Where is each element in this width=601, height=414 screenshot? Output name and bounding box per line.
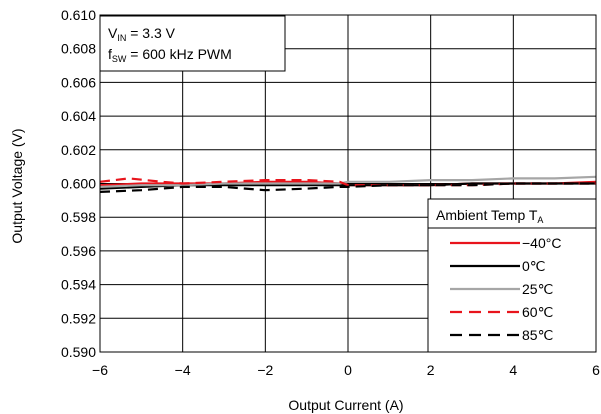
legend-items: −40°C 0℃ 25℃ 60℃ 85℃ xyxy=(450,235,561,343)
legend: Ambient Temp TA −40°C 0℃ 25℃ 60℃ 85℃ xyxy=(427,198,597,353)
series-layer xyxy=(99,175,597,193)
series-line xyxy=(99,177,596,187)
legend-label: 60℃ xyxy=(522,304,553,320)
x-tick-labels: −6 −4 −2 0 2 4 6 xyxy=(92,362,600,378)
vin-annotation: VIN = 3.3 V xyxy=(108,25,176,43)
y-tick-label: 0.606 xyxy=(61,74,96,90)
series-line xyxy=(99,182,596,193)
legend-label: 85℃ xyxy=(522,327,553,343)
x-tick-label: 0 xyxy=(344,362,352,378)
y-tick-label: 0.604 xyxy=(61,108,96,124)
fsw-annotation: fSW = 600 kHz PWM xyxy=(108,46,232,64)
plot-area-frame xyxy=(99,14,597,353)
x-tick-label: 2 xyxy=(427,362,435,378)
legend-frame xyxy=(427,198,597,353)
y-tick-label: 0.608 xyxy=(61,41,96,57)
conditions-annotation: VIN = 3.3 V fSW = 600 kHz PWM xyxy=(99,15,286,72)
y-tick-label: 0.610 xyxy=(61,7,96,23)
y-tick-label: 0.600 xyxy=(61,176,96,192)
x-tick-label: −6 xyxy=(92,362,108,378)
annotation-frame xyxy=(99,15,286,72)
y-tick-label: 0.592 xyxy=(61,310,96,326)
y-axis-label: Output Voltage (V) xyxy=(9,128,25,243)
y-tick-label: 0.598 xyxy=(61,209,96,225)
y-tick-labels: 0.590 0.592 0.594 0.596 0.598 0.600 0.602 0.604… xyxy=(61,7,96,360)
legend-title: Ambient Temp TA xyxy=(436,207,543,225)
y-tick-label: 0.594 xyxy=(61,277,96,293)
x-tick-label: −4 xyxy=(175,362,191,378)
x-tick-label: −2 xyxy=(257,362,273,378)
x-tick-label: 4 xyxy=(509,362,517,378)
x-axis-label: Output Current (A) xyxy=(288,397,403,413)
y-tick-label: 0.596 xyxy=(61,243,96,259)
y-tick-label: 0.590 xyxy=(61,344,96,360)
legend-label: 25℃ xyxy=(522,281,553,297)
x-tick-label: 6 xyxy=(592,362,600,378)
legend-label: 0℃ xyxy=(522,258,546,274)
legend-label: −40°C xyxy=(522,235,561,251)
y-tick-label: 0.602 xyxy=(61,142,96,158)
